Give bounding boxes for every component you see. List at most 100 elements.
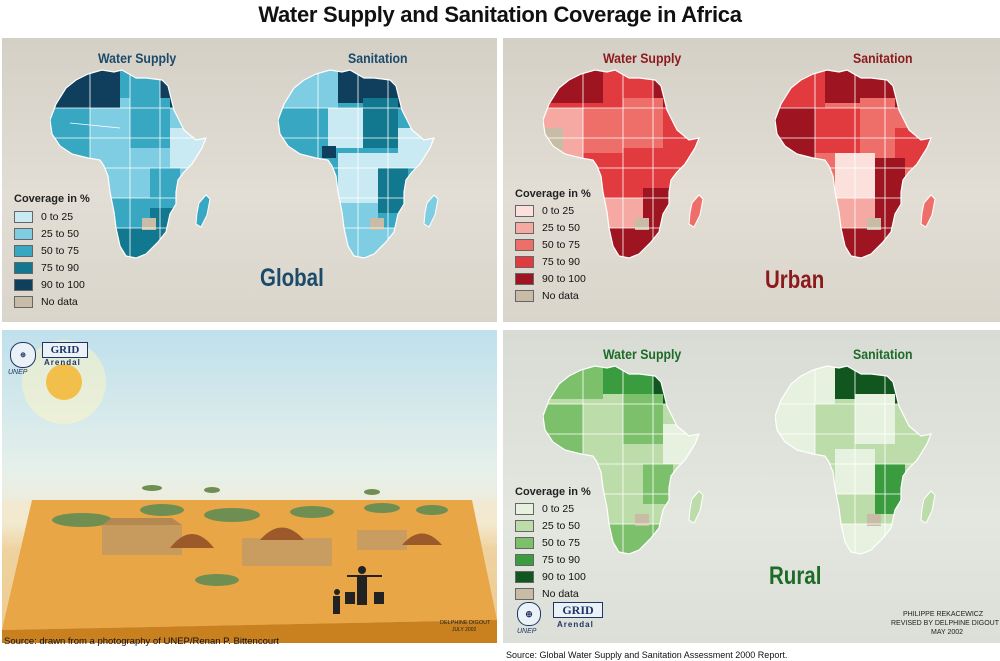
- region-sahel: [90, 108, 130, 153]
- rural-sanitation-map: [775, 365, 936, 555]
- illustration-grid-sub: Arendal: [44, 358, 81, 367]
- thatched-roofs: [170, 527, 442, 548]
- global-legend-item: No data: [14, 295, 78, 309]
- illustration-panel: ⊕ UNEP GRID Arendal DELPHINE DIGOUT JULY…: [2, 330, 497, 643]
- page-title: Water Supply and Sanitation Coverage in …: [258, 2, 742, 27]
- urban-water-map: [543, 69, 704, 259]
- legend-label: 75 to 90: [542, 256, 580, 268]
- credit-line-2: REVISED BY DELPHINE DIGOUT: [891, 620, 1000, 627]
- legend-swatch: [515, 290, 534, 302]
- region-north-west: [50, 70, 120, 108]
- legend-swatch: [14, 279, 33, 291]
- legend-label: 50 to 75: [542, 537, 580, 549]
- legend-label: No data: [41, 296, 78, 308]
- mud-huts: [102, 518, 407, 566]
- rural-panel: Water Supply Sanitation: [503, 330, 1000, 643]
- urban-legend-item: 25 to 50: [515, 221, 580, 235]
- urban-legend-item: 90 to 100: [515, 272, 586, 286]
- urban-sanitation-map: [775, 69, 936, 259]
- global-water-map: [50, 69, 211, 259]
- global-legend-item: 90 to 100: [14, 278, 85, 292]
- region-east: [150, 168, 180, 208]
- region-sudan: [130, 98, 170, 148]
- legend-label: No data: [542, 290, 579, 302]
- global-legend-item: 75 to 90: [14, 261, 79, 275]
- rural-legend-title: Coverage in %: [515, 486, 591, 498]
- legend-label: 75 to 90: [542, 554, 580, 566]
- legend-label: 50 to 75: [542, 239, 580, 251]
- legend-label: 50 to 75: [41, 245, 79, 257]
- global-legend-title: Coverage in %: [14, 193, 90, 205]
- legend-swatch: [515, 588, 534, 600]
- rural-legend-item: 25 to 50: [515, 519, 580, 533]
- rural-sanitation-title: Sanitation: [853, 346, 913, 362]
- credit-line-1: PHILIPPE REKACEWICZ: [903, 611, 984, 618]
- legend-label: 90 to 100: [542, 273, 586, 285]
- credit-line-3: MAY 2002: [931, 629, 964, 636]
- legend-swatch: [14, 296, 33, 308]
- rural-legend-item: 90 to 100: [515, 570, 586, 584]
- legend-label: 25 to 50: [542, 222, 580, 234]
- rural-legend-item: 50 to 75: [515, 536, 580, 550]
- global-panel: Water Supply Sanitation: [2, 38, 497, 322]
- legend-swatch: [515, 571, 534, 583]
- legend-label: 0 to 25: [41, 211, 74, 223]
- unep-logo-icon: ⊕: [517, 602, 541, 626]
- global-legend-item: 50 to 75: [14, 244, 79, 258]
- urban-sanitation-title: Sanitation: [853, 50, 913, 66]
- legend-swatch: [515, 273, 534, 285]
- global-sanitation-title: Sanitation: [348, 50, 408, 66]
- urban-legend-item: No data: [515, 289, 579, 303]
- legend-swatch: [515, 554, 534, 566]
- urban-legend-title: Coverage in %: [515, 188, 591, 200]
- legend-label: 90 to 100: [542, 571, 586, 583]
- illustration-artist: DELPHINE DIGOUT: [440, 620, 491, 626]
- urban-legend-item: 50 to 75: [515, 238, 580, 252]
- unep-logo-icon: ⊕: [10, 342, 36, 368]
- rural-legend-item: 75 to 90: [515, 553, 580, 567]
- trees: [52, 485, 448, 586]
- legend-swatch: [515, 520, 534, 532]
- people-carrying-water-icon: [333, 566, 384, 614]
- legend-swatch: [515, 239, 534, 251]
- legend-swatch: [14, 262, 33, 274]
- global-water-title: Water Supply: [98, 50, 177, 66]
- rural-legend-item: No data: [515, 587, 579, 601]
- legend-swatch: [14, 245, 33, 257]
- legend-swatch: [515, 205, 534, 217]
- village-illustration: [2, 340, 497, 643]
- illustration-unep-text: UNEP: [8, 369, 28, 376]
- footer-source: Source: Global Water Supply and Sanitati…: [506, 650, 788, 660]
- rural-legend-item: 0 to 25: [515, 502, 574, 516]
- urban-legend-item: 75 to 90: [515, 255, 580, 269]
- global-sanitation-map: [278, 69, 439, 259]
- urban-legend-item: 0 to 25: [515, 204, 574, 218]
- global-label: Global: [260, 264, 324, 292]
- illustration-source: Source: drawn from a photography of UNEP…: [4, 636, 279, 647]
- legend-label: 75 to 90: [41, 262, 79, 274]
- legend-swatch: [14, 211, 33, 223]
- legend-label: 0 to 25: [542, 503, 575, 515]
- footer-grid-sub: Arendal: [557, 620, 594, 629]
- legend-label: 90 to 100: [41, 279, 85, 291]
- sun-icon: [46, 364, 82, 400]
- global-legend-item: 25 to 50: [14, 227, 79, 241]
- region-south: [110, 228, 180, 258]
- rural-label: Rural: [769, 562, 822, 590]
- urban-panel: Water Supply Sanitation: [503, 38, 1000, 322]
- legend-label: 25 to 50: [41, 228, 79, 240]
- rural-water-title: Water Supply: [603, 346, 682, 362]
- region-west: [50, 108, 90, 158]
- urban-water-title: Water Supply: [603, 50, 682, 66]
- legend-swatch: [14, 228, 33, 240]
- legend-swatch: [515, 256, 534, 268]
- footer-grid-logo: GRID: [553, 602, 603, 618]
- global-legend-item: 0 to 25: [14, 210, 73, 224]
- legend-label: 25 to 50: [542, 520, 580, 532]
- footer-unep-text: UNEP: [517, 628, 537, 635]
- illustration-artist-date: JULY 2002: [452, 627, 477, 633]
- legend-swatch: [515, 222, 534, 234]
- region-horn: [170, 128, 206, 168]
- legend-swatch: [515, 537, 534, 549]
- legend-swatch: [515, 503, 534, 515]
